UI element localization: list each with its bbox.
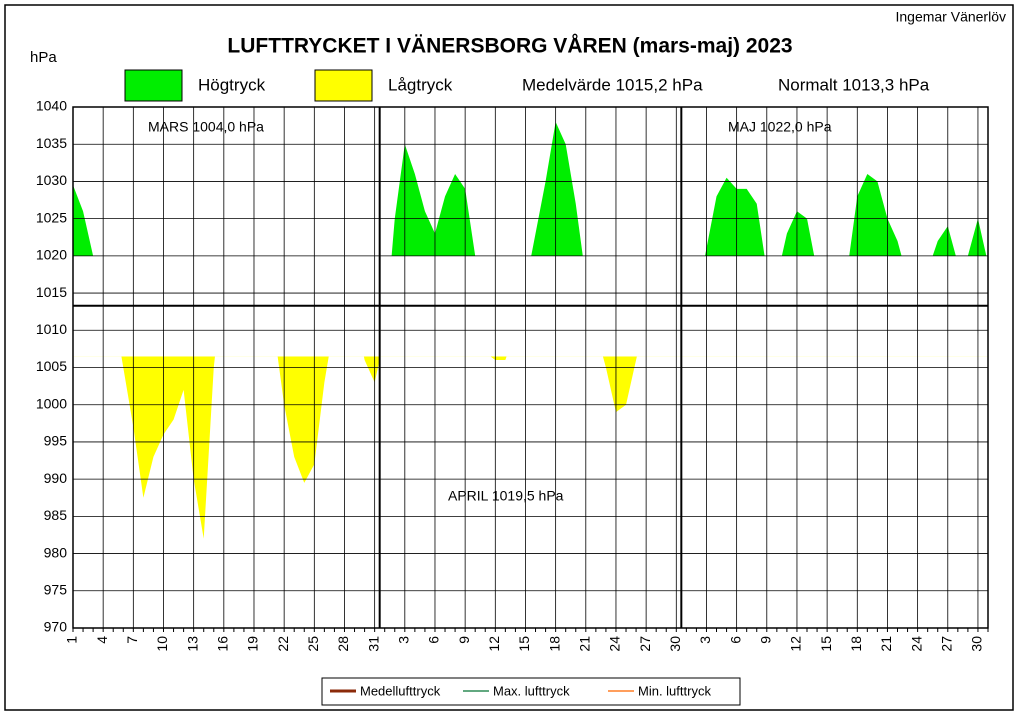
y-tick-label: 1035 [36, 135, 67, 151]
x-tick-label: 6 [426, 636, 442, 644]
plot-frame [72, 106, 989, 629]
x-tick-label: 27 [637, 636, 653, 652]
high-fill [73, 121, 988, 256]
y-tick-label: 1010 [36, 321, 67, 337]
y-tick-label: 1005 [36, 358, 67, 374]
low-swatch [314, 69, 373, 102]
y-tick-label: 990 [44, 470, 68, 486]
y-tick-label: 1030 [36, 172, 67, 188]
legend-high: Högtryck [198, 75, 266, 94]
x-tick-label: 16 [215, 636, 231, 652]
month-note: MARS 1004,0 hPa [148, 119, 264, 135]
legend-label: Max. lufttryck [493, 683, 570, 698]
y-tick-label: 1040 [36, 98, 67, 114]
x-tick-label: 18 [546, 636, 562, 652]
x-tick-label: 1 [64, 636, 80, 644]
y-tick-label: 980 [44, 544, 68, 560]
x-tick-label: 24 [607, 636, 623, 652]
x-tick-label: 9 [757, 636, 773, 644]
x-tick-label: 13 [184, 636, 200, 652]
x-tick-label: 12 [788, 636, 804, 652]
x-tick-label: 30 [667, 636, 683, 652]
x-tick-label: 27 [938, 636, 954, 652]
x-tick-label: 15 [516, 636, 532, 652]
x-tick-label: 7 [124, 636, 140, 644]
y-tick-label: 975 [44, 581, 68, 597]
y-tick-label: 1000 [36, 395, 67, 411]
x-tick-label: 15 [818, 636, 834, 652]
legend-label: Min. lufttryck [638, 683, 711, 698]
x-tick-label: 4 [94, 636, 110, 644]
x-tick-label: 30 [969, 636, 985, 652]
legend-low: Lågtryck [388, 75, 453, 94]
low-fill [73, 356, 988, 539]
x-tick-label: 24 [908, 636, 924, 652]
x-tick-label: 22 [275, 636, 291, 652]
high-swatch [124, 69, 183, 102]
x-tick-label: 21 [577, 636, 593, 652]
x-tick-label: 18 [848, 636, 864, 652]
legend-label: Medellufttryck [360, 683, 441, 698]
y-tick-label: 985 [44, 507, 68, 523]
legend-box [321, 677, 741, 706]
y-tick-label: 1015 [36, 284, 67, 300]
x-tick-label: 19 [245, 636, 261, 652]
y-tick-label: 995 [44, 433, 68, 449]
chart-title: LUFTTRYCKET I VÄNERSBORG VÅREN (mars-maj… [227, 34, 792, 58]
x-tick-label: 25 [305, 636, 321, 652]
x-tick-label: 31 [365, 636, 381, 652]
x-tick-label: 12 [486, 636, 502, 652]
x-tick-label: 3 [697, 636, 713, 644]
y-tick-label: 1020 [36, 247, 67, 263]
author: Ingemar Vänerlöv [895, 9, 1006, 25]
normal-text: Normalt 1013,3 hPa [778, 75, 930, 94]
x-tick-label: 10 [154, 636, 170, 652]
x-tick-label: 21 [878, 636, 894, 652]
x-tick-label: 3 [396, 636, 412, 644]
x-tick-label: 6 [727, 636, 743, 644]
month-note: MAJ 1022,0 hPa [728, 119, 832, 135]
y-unit: hPa [30, 49, 57, 66]
y-tick-label: 1025 [36, 209, 67, 225]
x-tick-label: 28 [335, 636, 351, 652]
x-tick-label: 9 [456, 636, 472, 644]
y-tick-label: 970 [44, 619, 68, 635]
month-note: APRIL 1019,5 hPa [448, 488, 564, 504]
mean-text: Medelvärde 1015,2 hPa [522, 75, 703, 94]
